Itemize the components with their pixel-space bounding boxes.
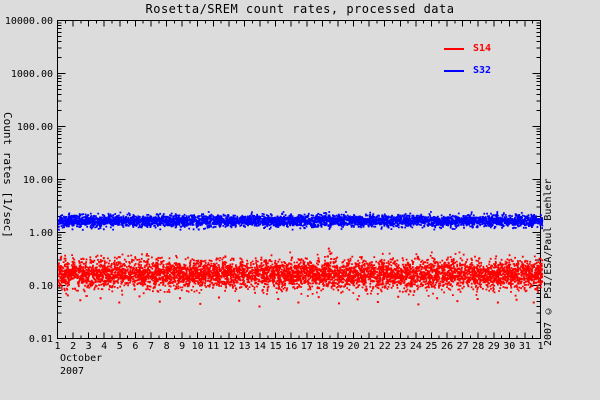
x-tick-label: 15 — [270, 341, 282, 352]
y-tick-label: 1000.00 — [11, 69, 53, 80]
legend-item-s32: S32 — [444, 65, 491, 77]
y-tick-label: 0.10 — [29, 281, 53, 292]
x-tick-label: 29 — [488, 341, 500, 352]
y-tick-label: 10.00 — [23, 175, 53, 186]
s32-line-swatch — [444, 70, 464, 72]
x-tick-label: 16 — [285, 341, 297, 352]
x-tick-label: 19 — [332, 341, 344, 352]
series-s32-points — [57, 211, 544, 231]
series-s14-points — [57, 247, 544, 308]
x-tick-label: 17 — [301, 341, 313, 352]
x-tick-label: 18 — [316, 341, 328, 352]
s14-line-swatch — [444, 48, 464, 50]
x-tick-label: 21 — [363, 341, 375, 352]
y-tick-labels: 10000.00 1000.00 100.00 10.00 1.00 0.10 0.01 — [5, 16, 53, 345]
x-tick-label: 10 — [192, 341, 204, 352]
s14-legend-label: S14 — [473, 43, 492, 54]
x-tick-label: 2 — [70, 341, 76, 352]
x-axis-year-label: 2007 — [60, 366, 85, 377]
x-tick-label: 9 — [179, 341, 185, 352]
x-tick-label: 28 — [472, 341, 484, 352]
x-tick-label: 12 — [223, 341, 235, 352]
x-tick-label: 4 — [101, 341, 107, 352]
x-axis-month-label: October — [60, 353, 103, 364]
x-tick-label: 6 — [132, 341, 138, 352]
x-tick-labels: 1 2 3 4 5 6 7 8 9 10 11 12 13 14 15 16 17 18 19 20 21 22 23 24 2… — [54, 341, 543, 352]
s32-legend-label: S32 — [473, 65, 492, 76]
x-tick-label: 22 — [379, 341, 391, 352]
x-tick-label: 11 — [207, 341, 219, 352]
x-tick-label: 14 — [254, 341, 266, 352]
y-tick-label: 1.00 — [29, 228, 53, 239]
x-tick-label: 8 — [164, 341, 170, 352]
y-tick-label: 0.01 — [29, 334, 53, 345]
x-tick-label: 1 — [537, 341, 543, 352]
x-tick-label: 26 — [441, 341, 453, 352]
x-tick-label: 1 — [54, 341, 60, 352]
axis-ticks — [57, 20, 541, 339]
y-axis-title: Count rates [1/sec] — [1, 112, 14, 238]
x-tick-label: 20 — [347, 341, 359, 352]
x-tick-label: 24 — [410, 341, 422, 352]
x-tick-label: 7 — [148, 341, 154, 352]
x-tick-label: 13 — [238, 341, 250, 352]
x-tick-label: 27 — [457, 341, 469, 352]
copyright-attribution: 2007 © PSI/ESA/Paul Buehler — [543, 178, 554, 346]
legend-item-s14: S14 — [444, 43, 491, 55]
x-tick-label: 3 — [86, 341, 92, 352]
x-tick-label: 30 — [503, 341, 515, 352]
y-tick-label: 10000.00 — [5, 16, 53, 27]
x-tick-label: 5 — [117, 341, 123, 352]
chart-title: Rosetta/SREM count rates, processed data — [145, 2, 455, 16]
x-tick-label: 31 — [519, 341, 531, 352]
x-tick-label: 25 — [425, 341, 437, 352]
y-tick-label: 100.00 — [17, 122, 53, 133]
x-tick-label: 23 — [394, 341, 406, 352]
